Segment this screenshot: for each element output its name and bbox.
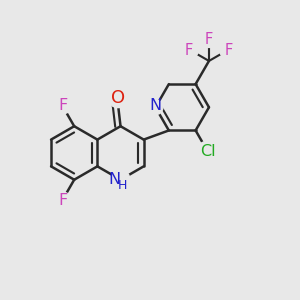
Circle shape <box>148 100 163 115</box>
Circle shape <box>185 44 198 58</box>
Text: F: F <box>58 194 68 208</box>
Text: F: F <box>205 32 213 46</box>
Circle shape <box>109 91 126 108</box>
Text: N: N <box>149 98 161 113</box>
Circle shape <box>220 44 233 58</box>
Text: H: H <box>117 179 127 192</box>
Circle shape <box>202 34 215 47</box>
Text: F: F <box>185 44 193 59</box>
Text: N: N <box>108 172 121 187</box>
Text: F: F <box>58 98 68 112</box>
Text: O: O <box>110 89 124 107</box>
Circle shape <box>56 99 70 114</box>
Circle shape <box>198 141 216 159</box>
Circle shape <box>56 192 70 207</box>
Text: Cl: Cl <box>200 144 216 159</box>
Circle shape <box>111 170 130 189</box>
Text: F: F <box>225 44 233 59</box>
